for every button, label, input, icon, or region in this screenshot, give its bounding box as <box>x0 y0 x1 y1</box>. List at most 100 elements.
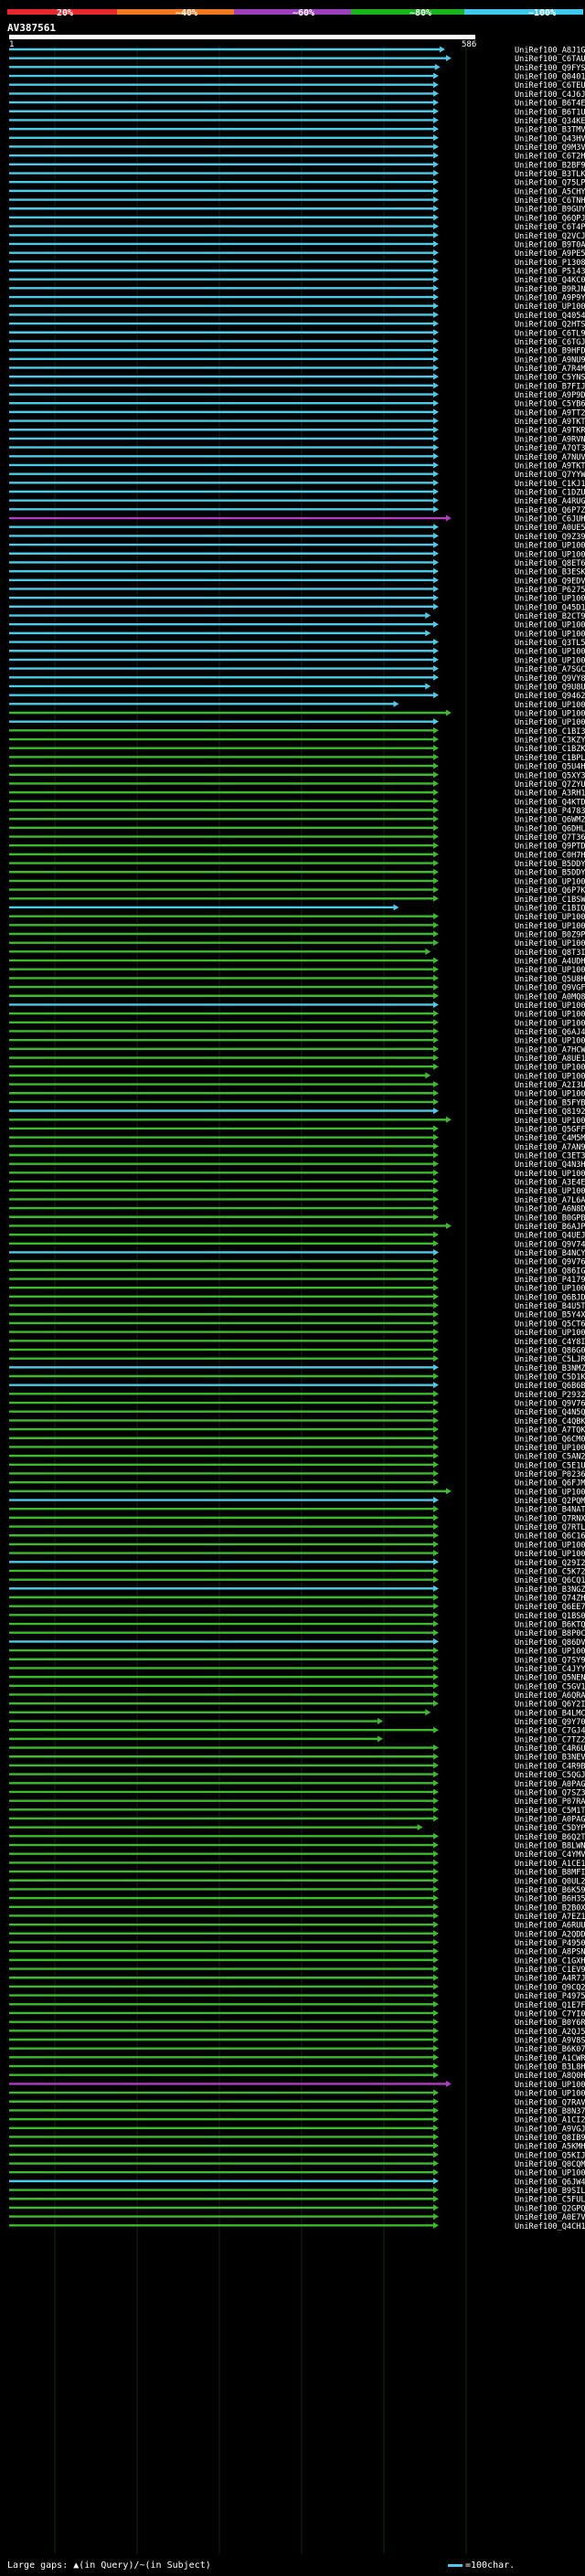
hit-arrow-74 <box>393 700 399 707</box>
hit-row-239: UniRef100_Q0CQM5 <box>9 2160 585 2169</box>
hit-label-173: UniRef100_Q6CQ15 <box>515 1576 585 1585</box>
legend-label-20: 20% <box>57 8 74 18</box>
hit-label-187: UniRef100_Q6Y2I1 <box>515 1701 585 1710</box>
hit-row-36: UniRef100_A7R4M9 <box>9 364 585 374</box>
hit-label-175: UniRef100_Q74ZH3 <box>515 1595 585 1604</box>
hit-row-45: UniRef100_A7QT39 <box>9 444 585 453</box>
hit-arrow-124 <box>432 1142 439 1150</box>
hit-label-52: UniRef100_Q6P7Z4 <box>515 506 585 515</box>
hit-row-138: UniRef100_Q86IG9 <box>9 1267 585 1276</box>
hit-row-107: UniRef100_A0MQ84 <box>9 992 585 1002</box>
hit-row-20: UniRef100_C6T4P7 <box>9 223 585 232</box>
hit-label-233: UniRef100_B8N370 <box>515 2107 585 2116</box>
hit-arrow-52 <box>432 505 439 513</box>
hit-label-67: UniRef100_Q3TL53 <box>515 639 585 648</box>
hit-arrow-184 <box>432 1673 439 1680</box>
hit-label-21: UniRef100_Q2VCJ5 <box>515 232 585 241</box>
hit-label-112: UniRef100_UP1000.. <box>515 1037 585 1046</box>
hit-row-131: UniRef100_A6N8D7 <box>9 1204 585 1214</box>
hit-row-23: UniRef100_A9PE59 <box>9 249 585 259</box>
hit-label-59: UniRef100_B3ESK1 <box>515 568 585 578</box>
hit-arrow-145 <box>432 1329 439 1336</box>
hit-label-61: UniRef100_P62753 <box>515 586 585 595</box>
hit-arrow-93 <box>432 868 439 875</box>
hit-row-224: UniRef100_A2QJ54 <box>9 2027 585 2037</box>
hit-label-32: UniRef100_C6TL92 <box>515 329 585 338</box>
hit-row-106: UniRef100_Q9VGF2 <box>9 983 585 993</box>
hit-label-202: UniRef100_B6Q2T5 <box>515 1833 585 1842</box>
legend-segment-80 <box>351 9 464 15</box>
hit-label-44: UniRef100_A9RVN0 <box>515 435 585 444</box>
hit-row-126: UniRef100_Q4N3H2 <box>9 1161 585 1170</box>
hit-arrow-31 <box>432 320 439 327</box>
hit-arrow-163 <box>445 1488 452 1495</box>
hit-row-159: UniRef100_C5AN23 <box>9 1452 585 1462</box>
hit-arrow-127 <box>432 1169 439 1176</box>
hit-label-31: UniRef100_Q2HTS1 <box>515 321 585 330</box>
hit-label-125: UniRef100_C3ET39 <box>515 1152 585 1161</box>
hit-label-35: UniRef100_A9NU91 <box>515 355 585 365</box>
hit-label-232: UniRef100_Q7RAV2 <box>515 2098 585 2107</box>
hit-row-42: UniRef100_A9TKT5 <box>9 418 585 427</box>
hit-arrow-109 <box>432 1010 439 1017</box>
hit-arrow-223 <box>432 2019 439 2026</box>
hit-row-81: UniRef100_Q5U4H0 <box>9 762 585 772</box>
hit-row-169: UniRef100_UP1000.. <box>9 1541 585 1550</box>
hit-label-4: UniRef100_C6TEU3 <box>515 81 585 90</box>
hit-label-169: UniRef100_UP1000.. <box>515 1541 585 1550</box>
hit-row-59: UniRef100_B3ESK1 <box>9 567 585 578</box>
hit-row-165: UniRef100_B4NAT3 <box>9 1505 585 1515</box>
hit-row-19: UniRef100_Q6QPJ3 <box>9 214 585 223</box>
hit-row-40: UniRef100_C5YB69 <box>9 399 585 409</box>
hit-label-157: UniRef100_Q6CM04 <box>515 1435 585 1444</box>
legend-label-100: ~100% <box>528 8 557 18</box>
hit-arrow-183 <box>432 1664 439 1671</box>
hit-row-155: UniRef100_C4QBK9 <box>9 1416 585 1426</box>
hit-label-137: UniRef100_Q9V761 <box>515 1258 585 1267</box>
hit-arrow-177 <box>432 1611 439 1618</box>
hit-arrow-148 <box>432 1355 439 1362</box>
hit-arrow-67 <box>432 639 439 646</box>
hit-row-39: UniRef100_A9P9D9 <box>9 391 585 400</box>
hit-row-195: UniRef100_C5QGJ1 <box>9 1771 585 1780</box>
hit-row-168: UniRef100_Q6C169 <box>9 1532 585 1542</box>
hit-label-20: UniRef100_C6T4P7 <box>515 223 585 232</box>
hit-arrow-202 <box>432 1832 439 1839</box>
hit-row-185: UniRef100_C5GV16 <box>9 1682 585 1691</box>
hit-label-190: UniRef100_C7GJ44 <box>515 1727 585 1736</box>
hit-label-83: UniRef100_Q7ZYU0 <box>515 780 585 790</box>
hit-arrow-208 <box>432 1885 439 1892</box>
hit-row-92: UniRef100_B5DDY9 <box>9 860 585 869</box>
hit-row-12: UniRef100_C6T2H6 <box>9 152 585 162</box>
hit-label-48: UniRef100_Q7YYW9 <box>515 471 585 480</box>
hit-label-53: UniRef100_C6JUH9 <box>515 515 585 525</box>
hit-label-23: UniRef100_A9PE59 <box>515 249 585 259</box>
hit-arrow-199 <box>432 1806 439 1813</box>
hit-arrow-123 <box>432 1134 439 1141</box>
hit-label-116: UniRef100_UP1000.. <box>515 1072 585 1081</box>
hit-row-218: UniRef100_A4R7J1 <box>9 1974 585 1984</box>
hit-row-214: UniRef100_P49506 <box>9 1939 585 1948</box>
hit-label-100: UniRef100_B0Z9P8 <box>515 931 585 940</box>
hit-label-34: UniRef100_B9HFD9 <box>515 347 585 356</box>
hit-arrow-4 <box>432 81 439 89</box>
hit-arrow-7 <box>432 108 439 115</box>
hit-label-97: UniRef100_C1BIQ6 <box>515 904 585 913</box>
hit-arrow-115 <box>432 1063 439 1070</box>
hit-arrow-190 <box>432 1726 439 1733</box>
hit-label-235: UniRef100_A9VGJ3 <box>515 2125 585 2134</box>
hit-label-205: UniRef100_A1CE15 <box>515 1860 585 1869</box>
hit-label-72: UniRef100_Q9U8U2 <box>515 683 585 692</box>
hit-arrow-78 <box>432 736 439 743</box>
footer-gap-legend: Large gaps: ▲(in Query)/~(in Subject) <box>7 2560 211 2571</box>
hit-label-151: UniRef100_Q6B6B0 <box>515 1382 585 1391</box>
hit-row-55: UniRef100_Q9Z395 <box>9 532 585 542</box>
hit-row-27: UniRef100_B9RJN4 <box>9 284 585 294</box>
hit-row-210: UniRef100_B2B0X4 <box>9 1903 585 1913</box>
hit-label-161: UniRef100_P02365 <box>515 1470 585 1479</box>
hit-arrow-58 <box>432 558 439 566</box>
hit-label-88: UniRef100_Q6DHL6 <box>515 824 585 833</box>
hit-arrow-51 <box>432 497 439 504</box>
hit-label-43: UniRef100_A9TKR6 <box>515 427 585 436</box>
hit-row-43: UniRef100_A9TKR6 <box>9 426 585 436</box>
